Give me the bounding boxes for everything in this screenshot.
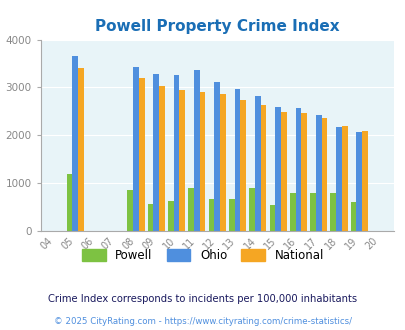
- Bar: [356, 132, 361, 231]
- Bar: [214, 82, 220, 231]
- Bar: [234, 89, 240, 231]
- Bar: [139, 78, 144, 231]
- Text: Crime Index corresponds to incidents per 100,000 inhabitants: Crime Index corresponds to incidents per…: [48, 294, 357, 304]
- Text: © 2025 CityRating.com - https://www.cityrating.com/crime-statistics/: © 2025 CityRating.com - https://www.city…: [54, 317, 351, 326]
- Bar: [361, 131, 367, 231]
- Bar: [315, 115, 321, 231]
- Bar: [179, 90, 185, 231]
- Bar: [173, 76, 179, 231]
- Bar: [127, 190, 133, 231]
- Bar: [153, 74, 159, 231]
- Bar: [249, 188, 254, 231]
- Bar: [194, 70, 199, 231]
- Bar: [269, 205, 275, 231]
- Bar: [254, 96, 260, 231]
- Bar: [341, 126, 347, 231]
- Bar: [321, 118, 326, 231]
- Bar: [330, 193, 335, 231]
- Bar: [147, 204, 153, 231]
- Bar: [66, 174, 72, 231]
- Bar: [78, 68, 83, 231]
- Bar: [260, 105, 266, 231]
- Bar: [289, 193, 295, 231]
- Bar: [228, 199, 234, 231]
- Bar: [72, 56, 78, 231]
- Bar: [301, 113, 306, 231]
- Bar: [188, 188, 194, 231]
- Bar: [159, 86, 164, 231]
- Bar: [168, 201, 173, 231]
- Bar: [275, 107, 280, 231]
- Bar: [295, 108, 301, 231]
- Bar: [309, 193, 315, 231]
- Bar: [133, 67, 139, 231]
- Bar: [240, 100, 245, 231]
- Bar: [280, 112, 286, 231]
- Bar: [220, 94, 225, 231]
- Bar: [208, 199, 214, 231]
- Legend: Powell, Ohio, National: Powell, Ohio, National: [77, 244, 328, 266]
- Title: Powell Property Crime Index: Powell Property Crime Index: [95, 19, 339, 34]
- Bar: [199, 92, 205, 231]
- Bar: [350, 202, 356, 231]
- Bar: [335, 127, 341, 231]
